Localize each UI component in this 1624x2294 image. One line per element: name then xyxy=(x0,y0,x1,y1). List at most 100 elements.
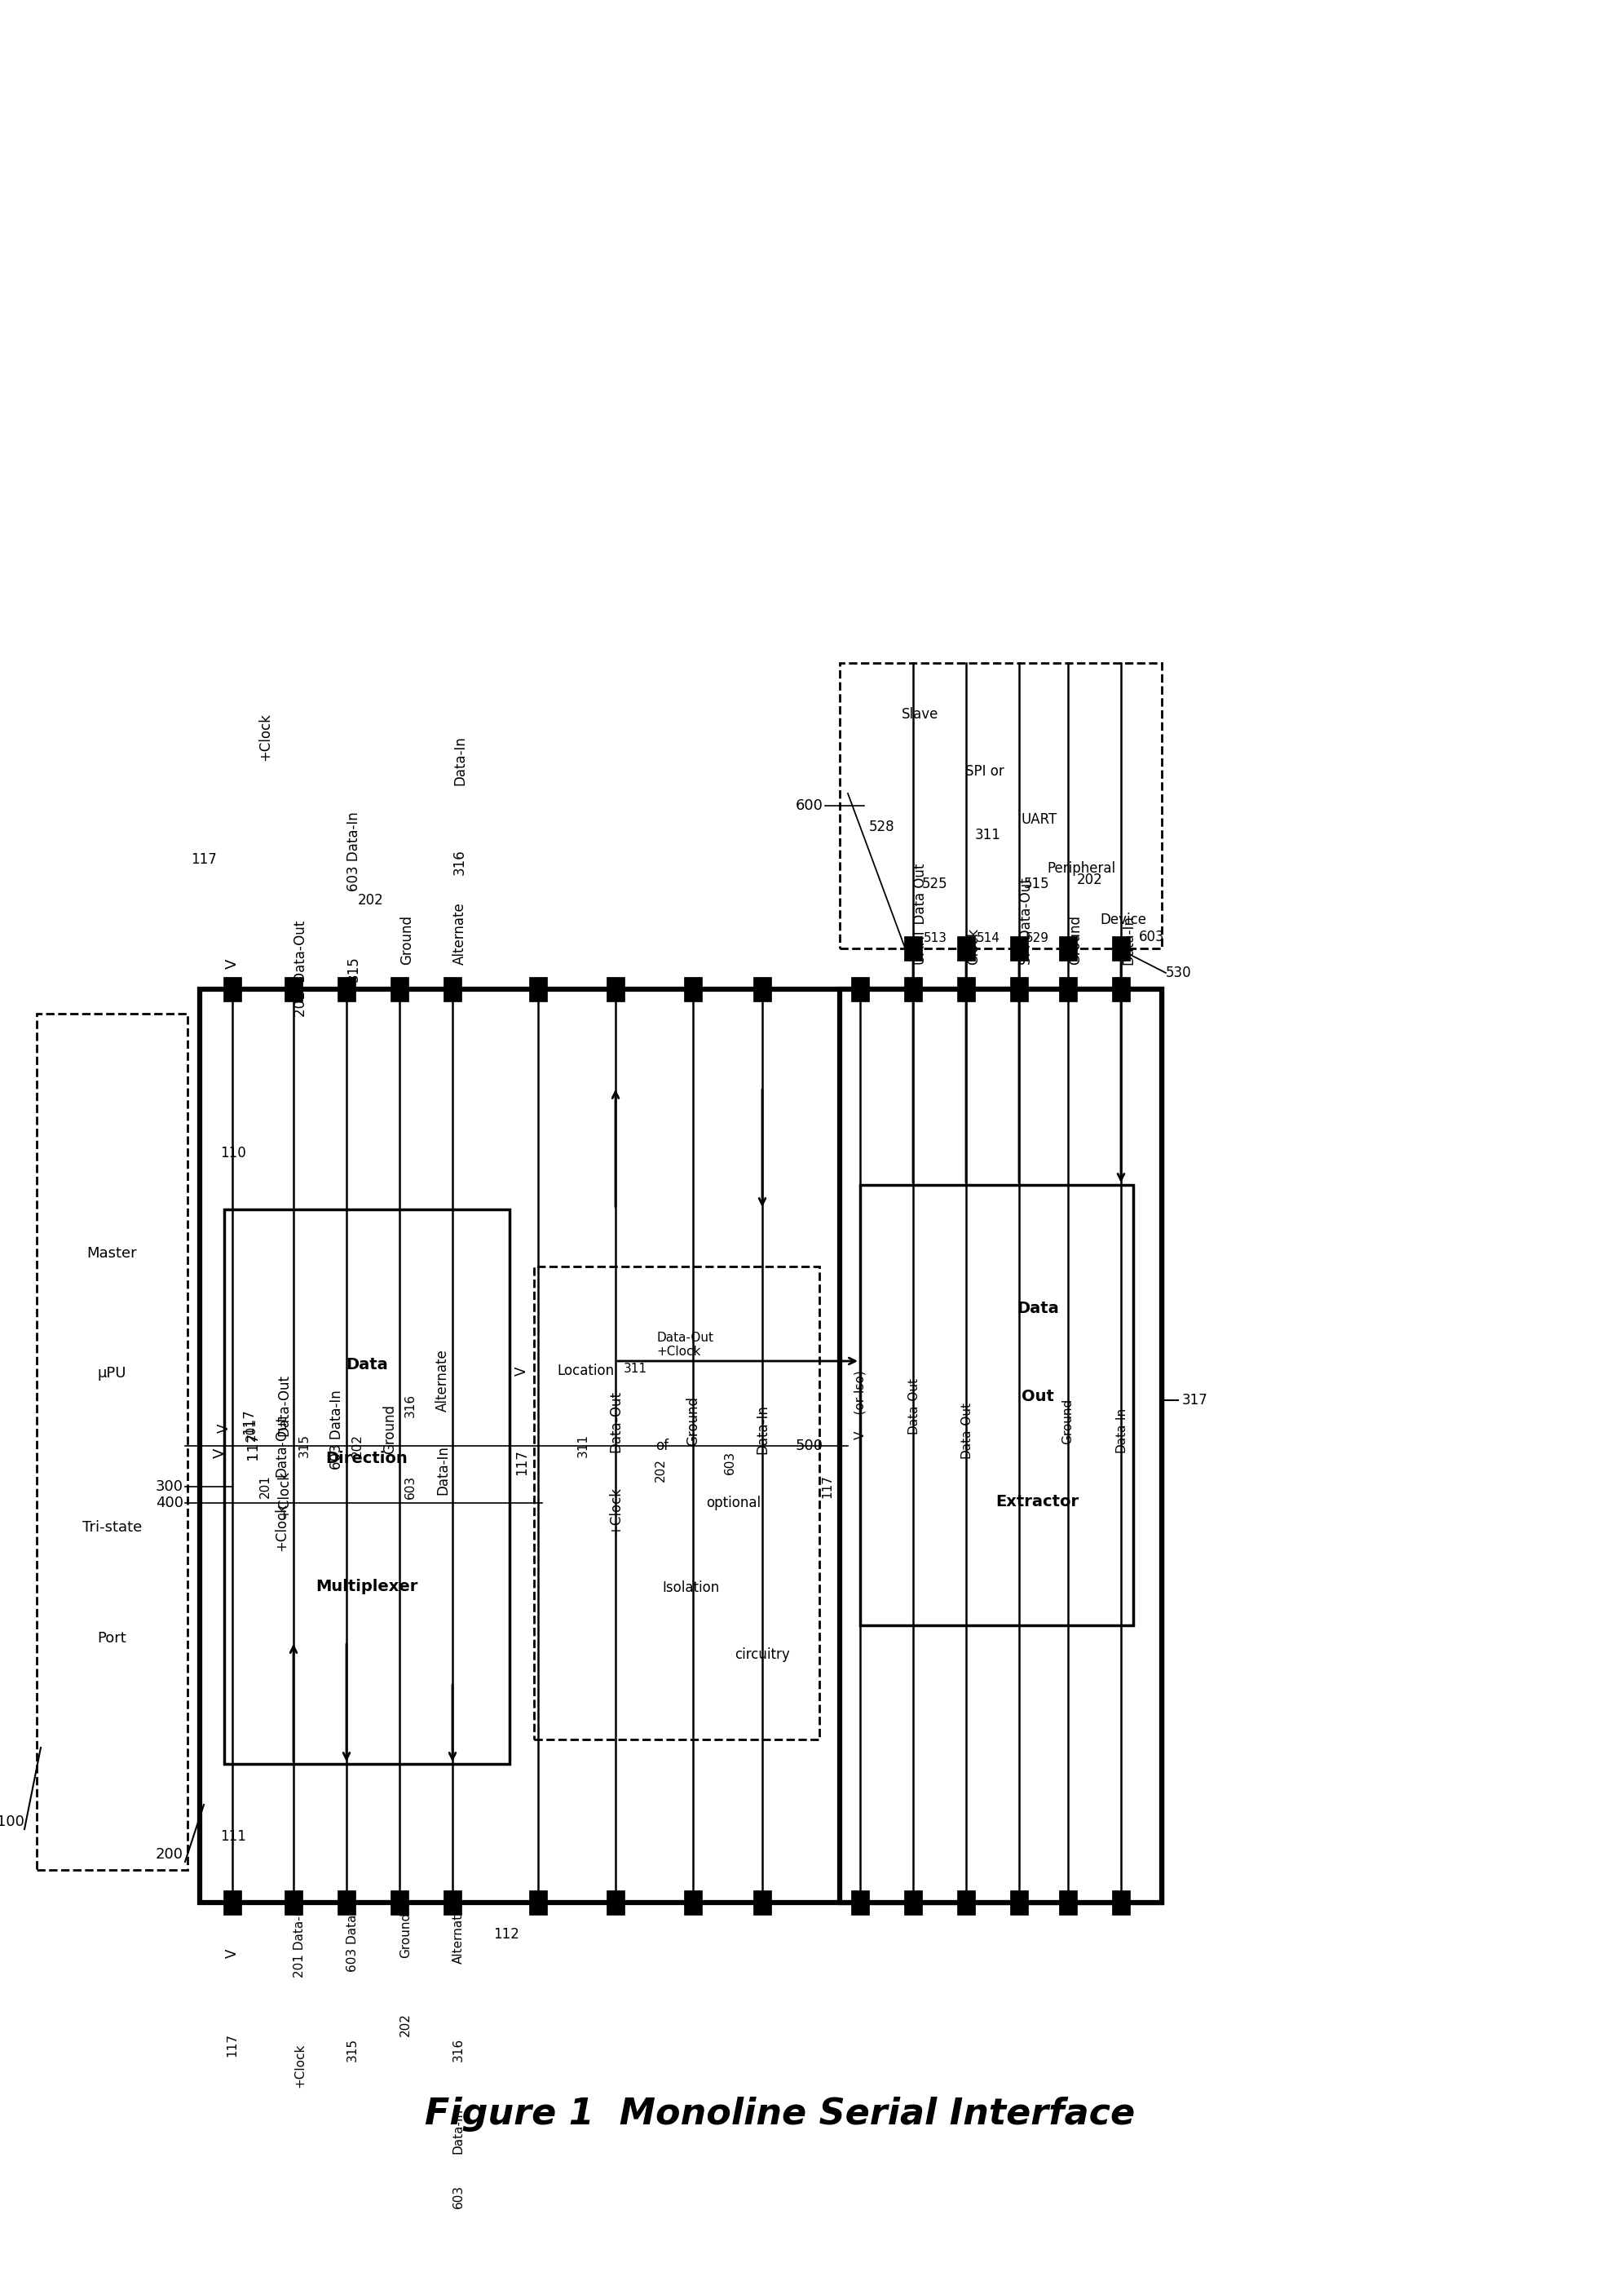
Bar xyxy=(37,1014,187,1870)
Bar xyxy=(840,989,1161,1902)
Text: Data-Out: Data-Out xyxy=(960,1402,973,1459)
Text: V: V xyxy=(218,1411,232,1434)
Text: 316: 316 xyxy=(404,1392,416,1418)
Text: V: V xyxy=(226,1936,240,1959)
Text: SPI Data-Out: SPI Data-Out xyxy=(1020,879,1034,966)
Text: UART: UART xyxy=(1021,812,1057,828)
Text: 202: 202 xyxy=(357,892,383,908)
Text: 514: 514 xyxy=(976,931,1000,945)
Text: Data-Out: Data-Out xyxy=(906,1376,919,1434)
Bar xyxy=(905,977,922,1002)
Text: 111: 111 xyxy=(221,1828,247,1844)
Text: 529: 529 xyxy=(1025,931,1049,945)
Text: Figure 1  Monoline Serial Interface: Figure 1 Monoline Serial Interface xyxy=(424,2097,1135,2131)
Text: Ground: Ground xyxy=(382,1404,396,1454)
Bar xyxy=(200,989,1161,1902)
Bar xyxy=(284,1890,302,1915)
Text: Data: Data xyxy=(1017,1301,1059,1317)
Bar xyxy=(529,977,547,1002)
Text: 316: 316 xyxy=(453,2037,464,2062)
Text: 603 Data-In: 603 Data-In xyxy=(330,1390,344,1470)
Text: Isolation: Isolation xyxy=(663,1581,719,1594)
Text: 202: 202 xyxy=(351,1434,364,1457)
Text: 201: 201 xyxy=(245,1418,257,1441)
Text: Ground: Ground xyxy=(400,915,414,966)
Bar xyxy=(851,1890,869,1915)
Bar xyxy=(1112,977,1130,1002)
Text: Tri-state: Tri-state xyxy=(83,1521,141,1535)
Text: V: V xyxy=(213,1434,227,1459)
Text: Alternate: Alternate xyxy=(453,1906,464,1964)
Text: Data-Out: Data-Out xyxy=(607,1390,624,1452)
Text: 311: 311 xyxy=(974,828,1000,842)
Text: Direction: Direction xyxy=(326,1452,408,1466)
Text: +Clock: +Clock xyxy=(607,1487,624,1535)
Text: Alternate: Alternate xyxy=(453,902,468,966)
Bar xyxy=(224,1209,510,1764)
Text: 202: 202 xyxy=(654,1459,666,1482)
Text: Clock: Clock xyxy=(966,929,981,966)
Text: 500: 500 xyxy=(796,1438,823,1452)
Bar xyxy=(957,1890,974,1915)
Text: Data-Out
+Clock: Data-Out +Clock xyxy=(656,1331,713,1358)
Text: of: of xyxy=(656,1438,669,1454)
Text: +Clock: +Clock xyxy=(258,713,273,762)
Bar xyxy=(443,977,461,1002)
Text: Data-In: Data-In xyxy=(453,2108,464,2154)
Text: Location: Location xyxy=(557,1363,614,1379)
Text: Slave: Slave xyxy=(901,707,939,723)
Bar xyxy=(338,1890,356,1915)
Text: Data-Out: Data-Out xyxy=(276,1374,291,1436)
Text: 117: 117 xyxy=(226,2032,239,2058)
Bar xyxy=(861,1186,1134,1624)
Text: Alternate: Alternate xyxy=(435,1349,450,1411)
Bar xyxy=(529,1890,547,1915)
Text: Data-Out: Data-Out xyxy=(274,1415,289,1477)
Text: 311: 311 xyxy=(624,1363,648,1376)
Text: +Clock: +Clock xyxy=(276,1470,291,1519)
Bar xyxy=(754,977,771,1002)
Text: 528: 528 xyxy=(869,819,895,835)
Bar xyxy=(851,977,869,1002)
Text: 100: 100 xyxy=(0,1815,24,1828)
Text: Data-In: Data-In xyxy=(453,736,468,785)
Bar xyxy=(1112,1890,1130,1915)
Bar xyxy=(443,1890,461,1915)
Text: 117: 117 xyxy=(192,851,216,867)
Text: Multiplexer: Multiplexer xyxy=(315,1578,417,1594)
Text: Master: Master xyxy=(88,1246,136,1262)
Bar xyxy=(390,977,409,1002)
Text: 300: 300 xyxy=(156,1480,184,1493)
Text: 513: 513 xyxy=(924,931,947,945)
Bar xyxy=(905,1890,922,1915)
Text: Device: Device xyxy=(1099,913,1147,927)
Text: μPU: μPU xyxy=(97,1365,127,1381)
Text: Data-In: Data-In xyxy=(435,1445,450,1496)
Text: 603: 603 xyxy=(404,1475,416,1498)
Bar xyxy=(1059,936,1077,961)
Text: Peripheral: Peripheral xyxy=(1047,860,1116,876)
Text: 603: 603 xyxy=(453,2184,464,2209)
Bar xyxy=(684,977,702,1002)
Text: 201: 201 xyxy=(258,1475,271,1498)
Text: 201  Data-Out: 201 Data-Out xyxy=(294,920,309,1016)
Text: +Clock: +Clock xyxy=(274,1503,289,1551)
Text: 200: 200 xyxy=(156,1847,184,1863)
Bar xyxy=(1010,1890,1028,1915)
Text: V: V xyxy=(226,945,240,968)
Bar xyxy=(338,977,356,1002)
Text: circuitry: circuitry xyxy=(734,1647,789,1661)
Bar xyxy=(1112,936,1130,961)
Text: 317: 317 xyxy=(1182,1392,1208,1409)
Bar xyxy=(1010,936,1028,961)
Text: Ground: Ground xyxy=(1069,915,1083,966)
Bar xyxy=(224,977,242,1002)
Bar xyxy=(957,936,974,961)
Text: Ground: Ground xyxy=(1062,1399,1073,1445)
Text: Ground: Ground xyxy=(400,1913,412,1959)
Text: UART Data Out: UART Data Out xyxy=(913,863,927,966)
Text: Out: Out xyxy=(1021,1388,1054,1404)
Text: 117: 117 xyxy=(245,1431,260,1459)
Bar xyxy=(534,1266,820,1739)
Text: 600: 600 xyxy=(796,798,823,812)
